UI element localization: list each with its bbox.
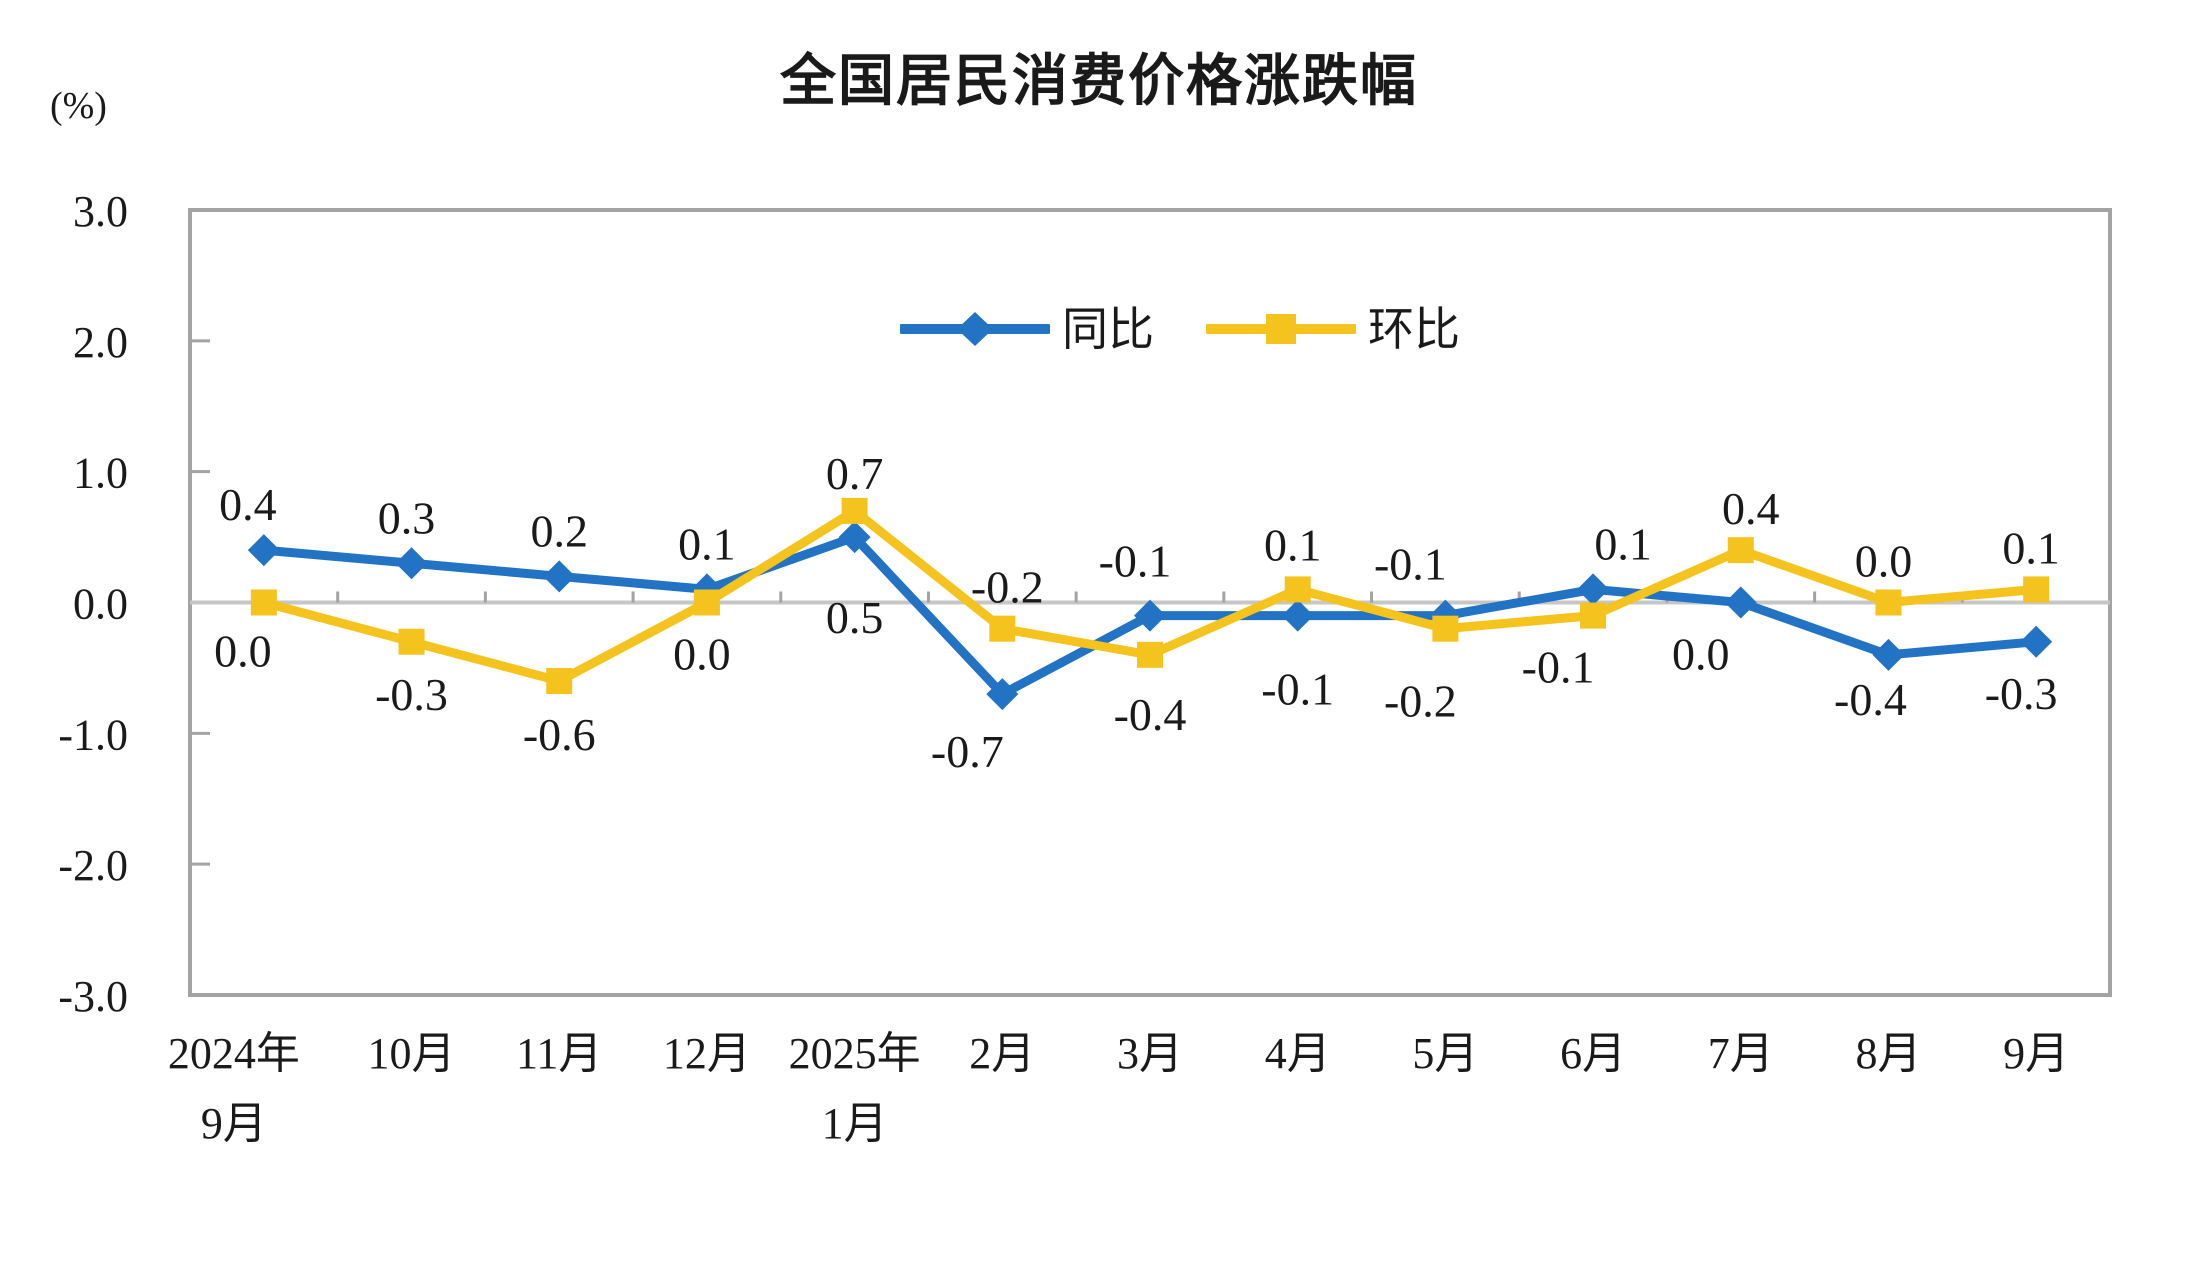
x-tick-label: 2月	[969, 1029, 1035, 1078]
mom-point-marker	[1580, 602, 1607, 629]
x-tick-label: 4月	[1265, 1029, 1331, 1078]
x-tick-label: 8月	[1855, 1029, 1921, 1078]
y-tick-label: -3.0	[58, 972, 128, 1021]
mom-point-label: -0.2	[1384, 676, 1457, 727]
yoy-point-label: -0.1	[1099, 536, 1172, 587]
yoy-point-label: -0.1	[1261, 664, 1334, 715]
mom-point-label: 0.0	[673, 629, 731, 680]
y-tick-label: -2.0	[58, 841, 128, 890]
mom-point-label: 0.7	[826, 448, 884, 499]
yoy-point-label: 0.2	[530, 505, 588, 556]
legend-label-mom: 环比	[1368, 303, 1460, 355]
legend-item-yoy: 同比	[900, 306, 1154, 352]
yoy-point-marker	[1577, 573, 1610, 606]
x-tick-label: 3月	[1117, 1029, 1183, 1078]
yoy-point-label: 0.4	[219, 479, 277, 530]
x-tick-label: 6月	[1560, 1029, 1626, 1078]
yoy-point-label: -0.7	[931, 726, 1004, 777]
x-tick-label: 5月	[1412, 1029, 1478, 1078]
mom-point-label: -0.2	[971, 562, 1044, 613]
yoy-point-marker	[1134, 599, 1166, 632]
mom-point-label: -0.4	[1114, 689, 1187, 740]
mom-point-marker	[1284, 576, 1311, 603]
legend-label-yoy: 同比	[1062, 303, 1154, 355]
mom-point-marker	[2023, 576, 2050, 603]
mom-point-marker	[1137, 641, 1163, 668]
x-tick-label: 11月	[516, 1029, 602, 1078]
y-tick-label: 1.0	[73, 449, 128, 498]
y-axis-unit-label: (%)	[50, 85, 107, 127]
yoy-point-label: 0.0	[1672, 629, 1730, 680]
mom-point-marker	[989, 615, 1016, 642]
y-tick-label: 0.0	[73, 580, 128, 629]
x-tick-label: 1月	[822, 1099, 888, 1148]
mom-point-label: 0.0	[214, 626, 272, 677]
yoy-point-label: -0.4	[1834, 674, 1907, 725]
mom-point-label: 0.4	[1722, 483, 1780, 534]
x-tick-label: 10月	[368, 1029, 456, 1078]
yoy-point-label: 0.1	[1594, 518, 1652, 569]
mom-point-label: 0.1	[2002, 522, 2060, 573]
x-tick-label: 2024年	[168, 1029, 300, 1078]
mom-point-label: -0.1	[1522, 642, 1595, 693]
y-tick-label: -1.0	[58, 710, 128, 759]
yoy-point-label: 0.5	[826, 592, 884, 643]
yoy-point-marker	[543, 560, 576, 593]
mom-point-marker	[546, 668, 573, 694]
x-tick-label: 7月	[1708, 1029, 1774, 1078]
yoy-point-marker	[1281, 599, 1314, 632]
mom-point-marker	[250, 589, 277, 616]
legend-item-mom: 环比	[1206, 306, 1460, 352]
x-tick-label: 9月	[201, 1099, 267, 1148]
mom-point-marker	[841, 497, 868, 524]
mom-point-label: 0.1	[1264, 519, 1322, 570]
mom-point-marker	[1432, 615, 1459, 642]
yoy-point-marker	[2020, 625, 2053, 658]
yoy-point-marker	[395, 547, 428, 580]
yoy-point-label: 0.1	[678, 518, 736, 569]
yoy-point-label: -0.1	[1374, 539, 1447, 590]
yoy-point-marker	[1724, 586, 1757, 619]
yoy-point-label: 0.3	[378, 492, 436, 543]
mom-point-marker	[1875, 589, 1902, 616]
mom-point-label: 0.0	[1855, 536, 1913, 587]
y-tick-label: 3.0	[73, 187, 128, 236]
mom-legend-marker-icon	[1206, 314, 1356, 344]
yoy-point-marker	[247, 534, 280, 567]
mom-point-marker	[398, 628, 425, 655]
chart-title: 全国居民消费价格涨跌幅	[780, 49, 1418, 112]
mom-point-marker	[693, 589, 720, 616]
mom-point-marker	[1727, 537, 1754, 564]
y-tick-label: 2.0	[73, 318, 128, 367]
mom-point-label: -0.6	[523, 709, 596, 760]
yoy-point-marker	[1872, 638, 1905, 671]
yoy-point-marker	[986, 678, 1019, 711]
yoy-point-marker	[838, 521, 871, 554]
mom-point-label: -0.3	[375, 669, 448, 720]
x-tick-label: 2025年	[789, 1029, 921, 1078]
x-tick-label: 12月	[663, 1029, 751, 1078]
yoy-point-label: -0.3	[1985, 668, 2058, 719]
x-tick-label: 9月	[2003, 1029, 2069, 1078]
legend: 同比 环比	[900, 306, 1460, 352]
yoy-legend-marker-icon	[900, 312, 1050, 346]
